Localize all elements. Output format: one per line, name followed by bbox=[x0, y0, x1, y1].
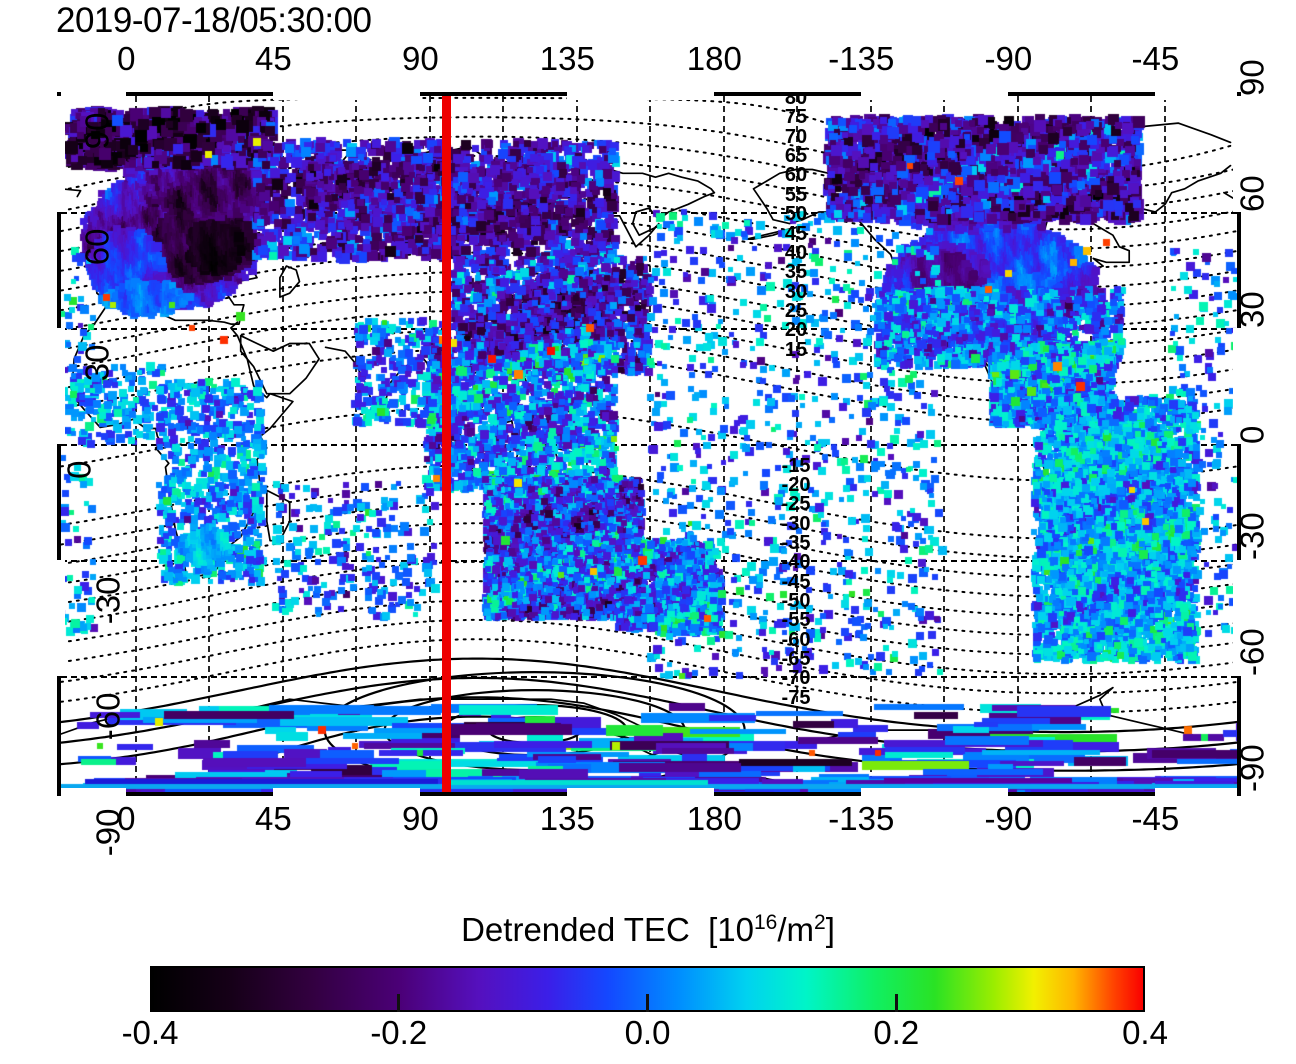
geomag-contour-label: 30 bbox=[784, 280, 808, 303]
geomag-contour-label: 50 bbox=[784, 203, 808, 226]
geomag-contour-label: 45 bbox=[784, 222, 808, 245]
geomag-contour-label: -75 bbox=[781, 686, 811, 709]
geomag-contour-label: 35 bbox=[784, 261, 808, 284]
y-tick-label-left: -30 bbox=[89, 576, 127, 625]
geomag-contour-label: 70 bbox=[784, 125, 808, 148]
x-tick-label-top: 180 bbox=[686, 40, 742, 77]
colorbar-unit-exp2: 2 bbox=[814, 911, 826, 934]
y-tick-label-left: 90 bbox=[78, 112, 116, 150]
frame-checker bbox=[861, 788, 1009, 796]
colorbar-wrap[interactable] bbox=[150, 966, 1145, 1012]
geomag-contour-label: -20 bbox=[781, 473, 811, 496]
geomag-contour-label: 60 bbox=[784, 164, 808, 187]
y-tick-label-left: -60 bbox=[89, 692, 127, 741]
frame-checker bbox=[61, 92, 127, 100]
geomag-contour-label: -50 bbox=[781, 589, 811, 612]
colorbar-title-main: Detrended TEC bbox=[461, 911, 690, 948]
geomag-contour-label: 75 bbox=[784, 106, 808, 129]
frame-checker bbox=[1155, 92, 1237, 100]
colorbar-title: Detrended TEC [1016/m2] bbox=[461, 912, 835, 948]
colorbar-tick bbox=[894, 994, 898, 1012]
x-tick-label-top: -90 bbox=[984, 40, 1033, 77]
colorbar-unit-suffix: ] bbox=[825, 911, 835, 948]
y-tick-label-right: -90 bbox=[1233, 744, 1271, 792]
y-tick-label-left: -90 bbox=[89, 808, 127, 857]
y-tick-label-right: -60 bbox=[1233, 628, 1271, 676]
y-tick-label-right: 60 bbox=[1233, 175, 1271, 212]
geomag-contour-label: -35 bbox=[781, 531, 811, 554]
geomag-contour-label: -70 bbox=[781, 667, 811, 690]
colorbar-unit-exp: 16 bbox=[754, 911, 778, 934]
colorbar-tick-label: 0.2 bbox=[873, 1014, 920, 1051]
colorbar-tick bbox=[397, 994, 401, 1012]
x-tick-label-top: -135 bbox=[828, 40, 895, 77]
y-tick-label-right: 30 bbox=[1233, 291, 1271, 328]
colorbar-unit-prefix: [10 bbox=[708, 911, 755, 948]
frame-checker bbox=[1233, 328, 1241, 444]
geomag-contour-label: 65 bbox=[784, 145, 808, 168]
geomag-contour-label: -60 bbox=[781, 628, 811, 651]
frame-checker bbox=[1233, 96, 1241, 212]
frame-checker bbox=[567, 92, 715, 100]
frame-checker bbox=[61, 788, 127, 796]
x-tick-label-bottom: 90 bbox=[401, 800, 439, 837]
geomag-contour-label: 15 bbox=[784, 338, 808, 361]
frame-checker bbox=[861, 92, 1009, 100]
colorbar-unit-mid: /m bbox=[777, 911, 815, 948]
x-tick-label-bottom: -90 bbox=[984, 800, 1033, 837]
x-tick-label-bottom: -135 bbox=[828, 800, 895, 837]
x-tick-label-top: -45 bbox=[1131, 40, 1180, 77]
frame-checker bbox=[273, 92, 421, 100]
geomag-contour-label: -30 bbox=[781, 512, 811, 535]
geomag-contour-label: -15 bbox=[781, 454, 811, 477]
x-tick-label-bottom: 45 bbox=[254, 800, 292, 837]
y-tick-label-right: -30 bbox=[1233, 512, 1271, 560]
frame-checker bbox=[57, 96, 65, 212]
colorbar-tick-label: -0.2 bbox=[370, 1014, 428, 1051]
terminator-line bbox=[441, 96, 451, 792]
geomag-contour-label: 25 bbox=[784, 299, 808, 322]
y-tick-label-left: 60 bbox=[78, 228, 116, 266]
colorbar-tick-label: 0.0 bbox=[624, 1014, 671, 1051]
frame-checker bbox=[57, 560, 65, 676]
x-tick-label-bottom: 135 bbox=[539, 800, 595, 837]
y-tick-label-right: 0 bbox=[1233, 425, 1271, 444]
geomag-contour-label: -25 bbox=[781, 493, 811, 516]
frame-checker bbox=[1155, 788, 1237, 796]
colorbar-tick-label: -0.4 bbox=[121, 1014, 179, 1051]
geomag-contour-label: -40 bbox=[781, 551, 811, 574]
colorbar-tick-label: 0.4 bbox=[1122, 1014, 1168, 1051]
y-tick-label-left: 0 bbox=[60, 460, 98, 479]
tec-data-layer bbox=[61, 96, 1237, 792]
y-tick-label-left: 30 bbox=[78, 344, 116, 382]
map-panel[interactable]: 80 75 70 65 60 55 50 45 40 35 30 25 20 15 -15 -20 -25 -30… bbox=[57, 92, 1241, 796]
x-tick-label-top: 90 bbox=[401, 40, 439, 77]
x-tick-label-bottom: 180 bbox=[686, 800, 742, 837]
geomag-contour-label: 55 bbox=[784, 183, 808, 206]
geomag-contour-label: -65 bbox=[781, 648, 811, 670]
map-canvas[interactable]: 80 75 70 65 60 55 50 45 40 35 30 25 20 15 -15 -20 -25 -30… bbox=[61, 96, 1237, 792]
frame-checker bbox=[1233, 560, 1241, 676]
figure-title: 2019-07-18/05:30:00 bbox=[56, 1, 372, 40]
colorbar-tick bbox=[646, 994, 649, 1012]
geomag-contour-label: 80 bbox=[784, 96, 808, 109]
frame-checker bbox=[57, 328, 65, 444]
x-tick-label-top: 45 bbox=[254, 40, 292, 77]
y-tick-label-right: 90 bbox=[1233, 59, 1271, 96]
x-tick-label-bottom: -45 bbox=[1131, 800, 1180, 837]
x-tick-label-top: 135 bbox=[539, 40, 595, 77]
x-tick-label-bottom: 0 bbox=[117, 800, 136, 837]
geomag-contour-label: 40 bbox=[784, 241, 808, 264]
frame-checker bbox=[567, 788, 715, 796]
geomag-contour-label: -55 bbox=[781, 609, 811, 632]
x-tick-label-top: 0 bbox=[117, 40, 136, 77]
geomag-contour-label: 20 bbox=[784, 319, 808, 342]
frame-right bbox=[1233, 92, 1241, 796]
frame-checker bbox=[273, 788, 421, 796]
geomag-contour-label: -45 bbox=[781, 570, 811, 593]
